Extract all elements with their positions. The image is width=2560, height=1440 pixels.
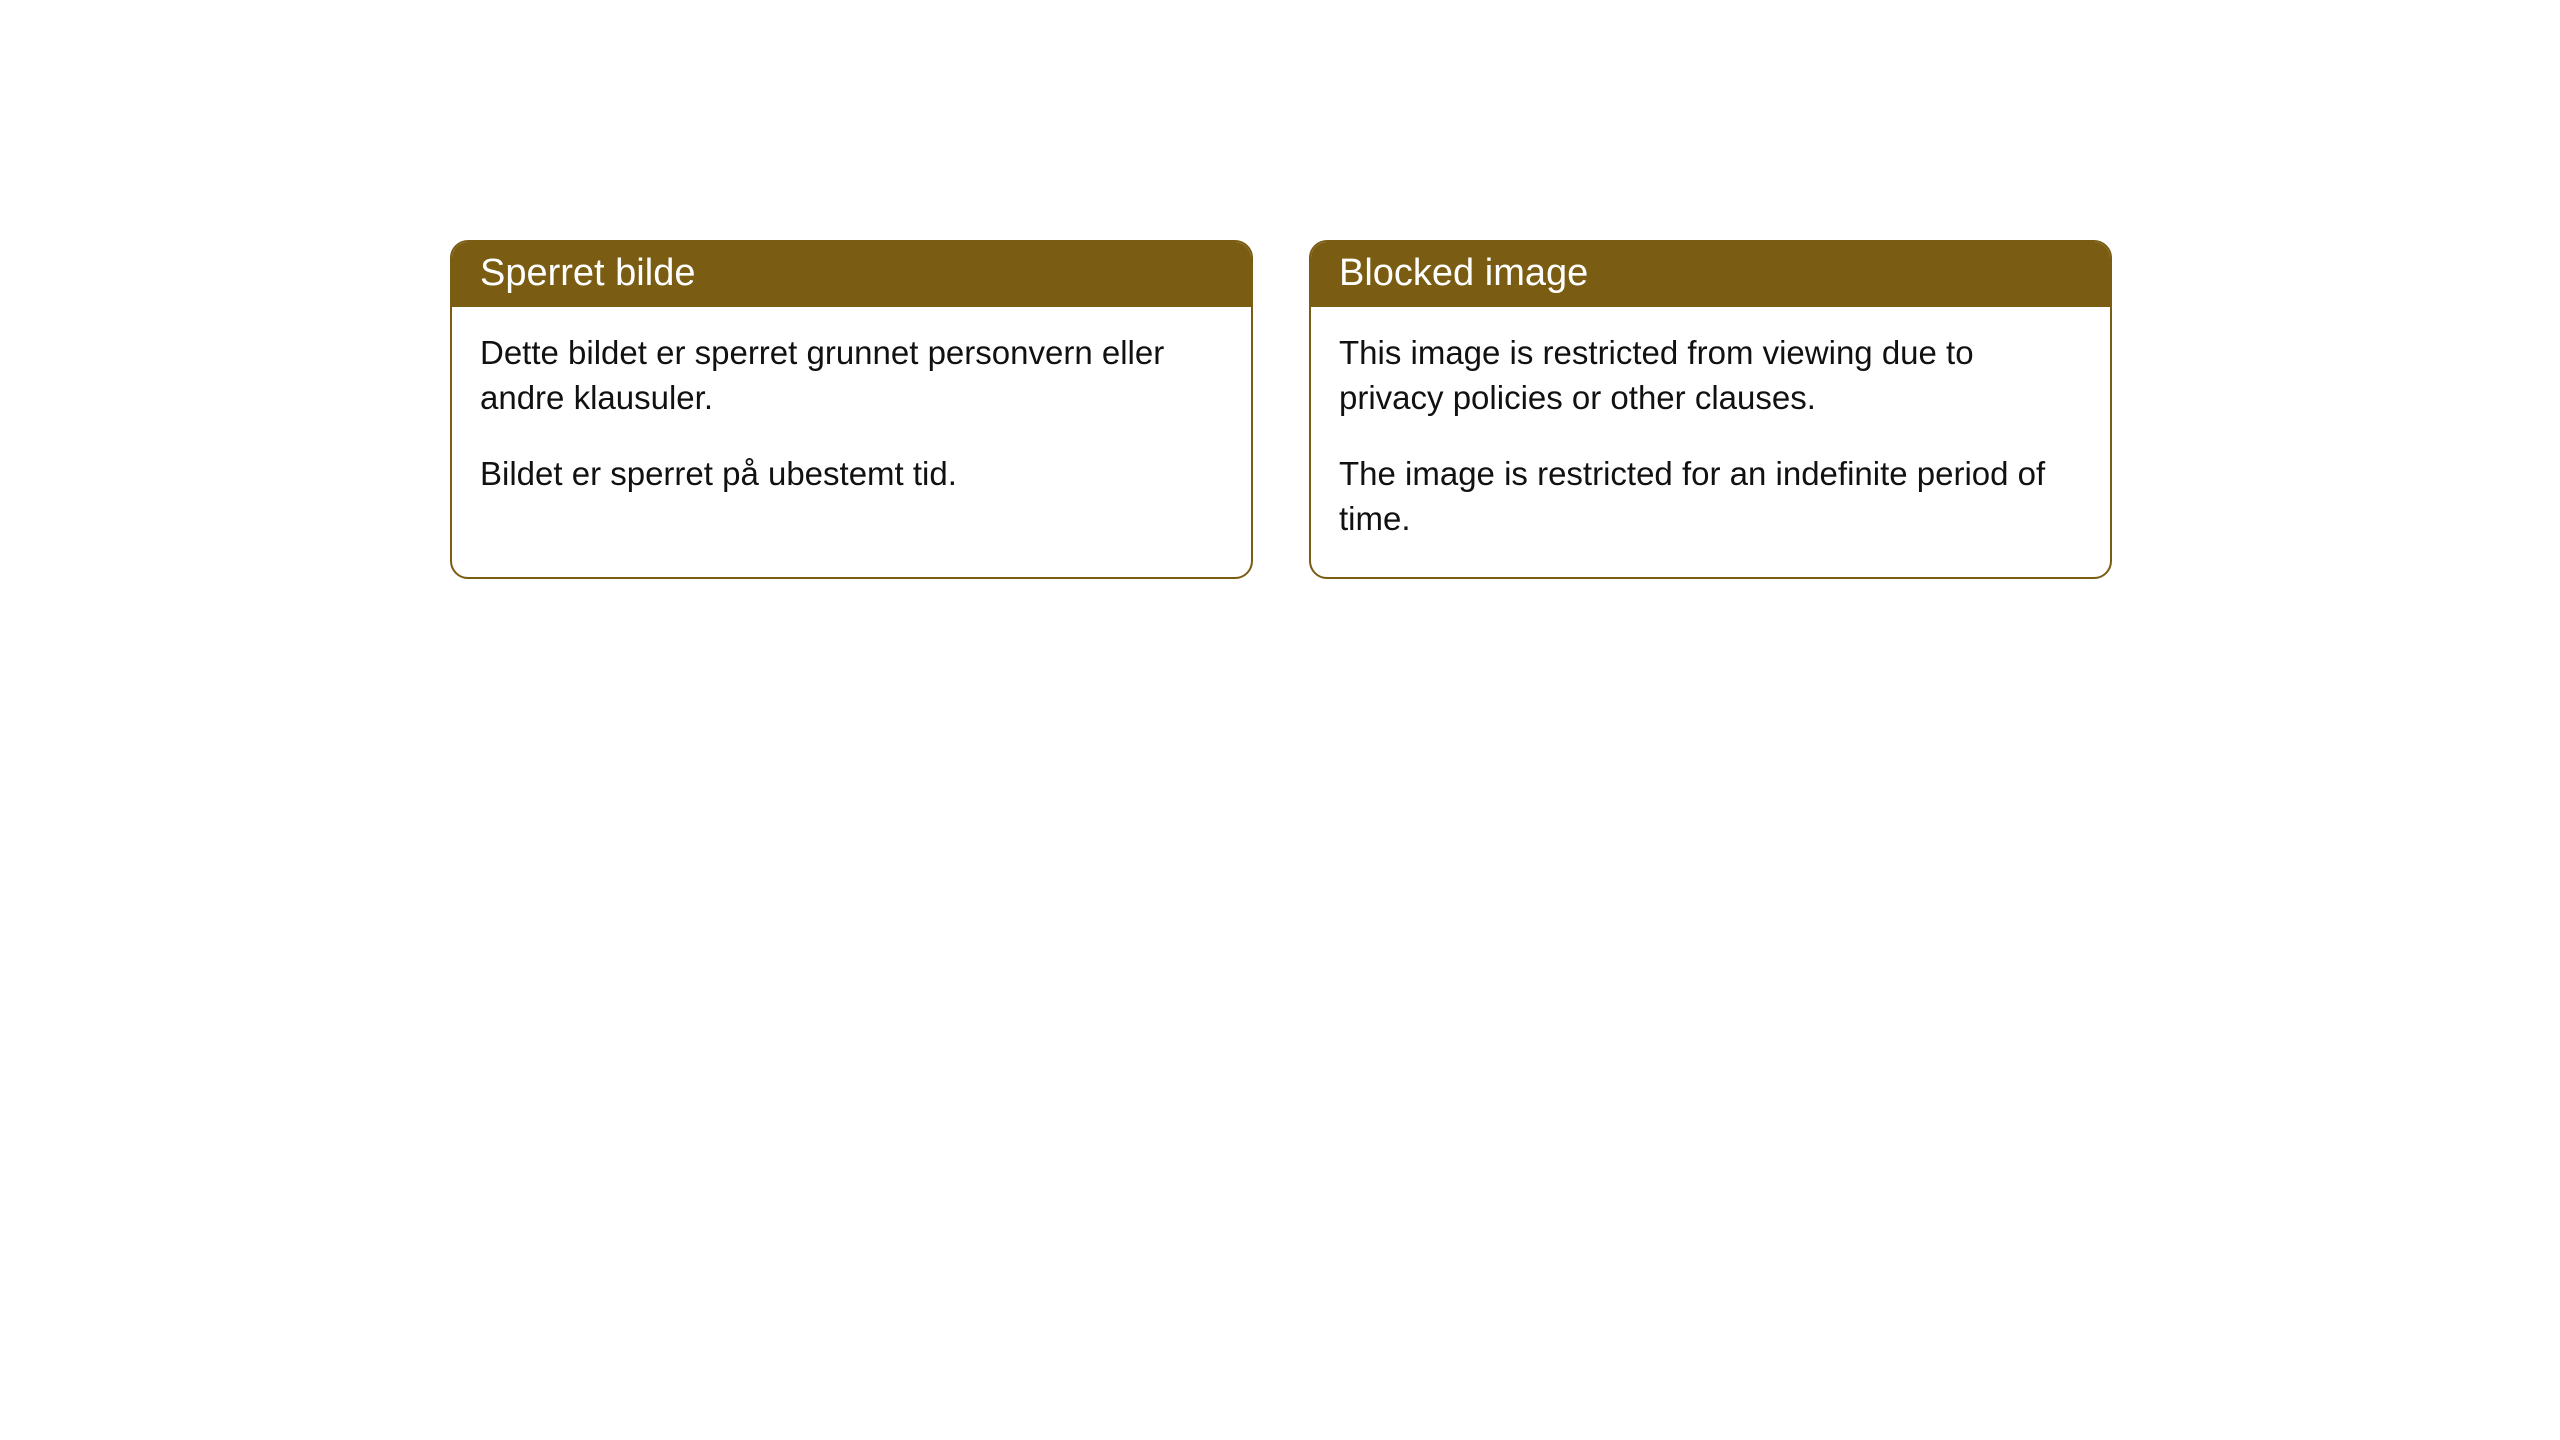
notice-body-english: This image is restricted from viewing du… bbox=[1311, 307, 2110, 577]
notice-body-norwegian: Dette bildet er sperret grunnet personve… bbox=[452, 307, 1251, 533]
notice-card-english: Blocked image This image is restricted f… bbox=[1309, 240, 2112, 579]
notice-cards-container: Sperret bilde Dette bildet er sperret gr… bbox=[450, 240, 2112, 579]
notice-paragraph-2-norwegian: Bildet er sperret på ubestemt tid. bbox=[480, 452, 1223, 497]
notice-title-english: Blocked image bbox=[1339, 252, 1588, 294]
notice-paragraph-2-english: The image is restricted for an indefinit… bbox=[1339, 452, 2082, 541]
notice-header-english: Blocked image bbox=[1311, 242, 2110, 307]
notice-paragraph-1-norwegian: Dette bildet er sperret grunnet personve… bbox=[480, 331, 1223, 420]
notice-header-norwegian: Sperret bilde bbox=[452, 242, 1251, 307]
notice-title-norwegian: Sperret bilde bbox=[480, 252, 695, 294]
notice-paragraph-1-english: This image is restricted from viewing du… bbox=[1339, 331, 2082, 420]
notice-card-norwegian: Sperret bilde Dette bildet er sperret gr… bbox=[450, 240, 1253, 579]
